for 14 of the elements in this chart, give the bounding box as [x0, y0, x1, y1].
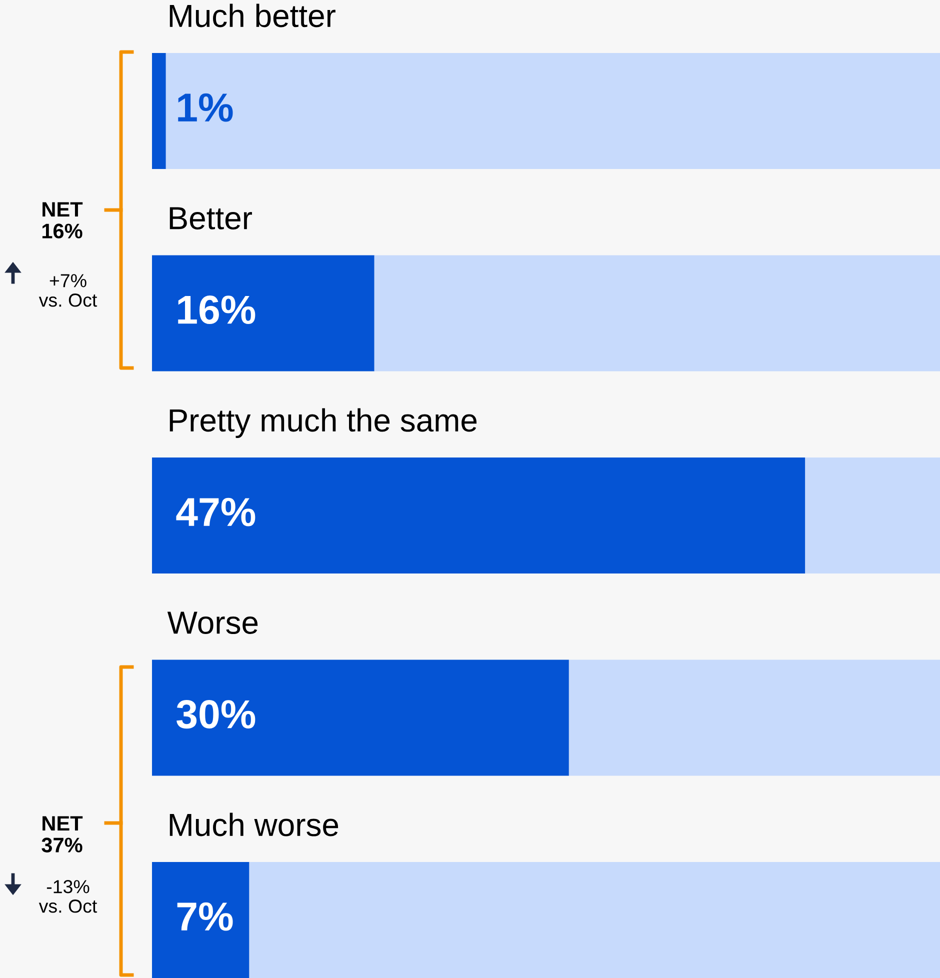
text: NET 16% — [42, 202, 83, 238]
y-tick-label: Pretty much the same — [170, 408, 477, 438]
y-tick-label: Better — [170, 207, 252, 230]
text: NET 37% — [42, 816, 83, 852]
text: -13% vs. Oct — [38, 880, 98, 913]
text: +7% vs. Oct — [38, 274, 98, 307]
data-label: 7% — [177, 902, 233, 931]
data-label: 16% — [178, 296, 256, 324]
y-tick-label: Much worse — [170, 812, 338, 836]
data-label: 30% — [176, 700, 256, 729]
data-label: 47% — [176, 498, 256, 526]
data-label: 1% — [178, 93, 233, 122]
y-tick-label: Much better — [170, 4, 336, 28]
y-tick-label: Worse — [167, 612, 258, 634]
